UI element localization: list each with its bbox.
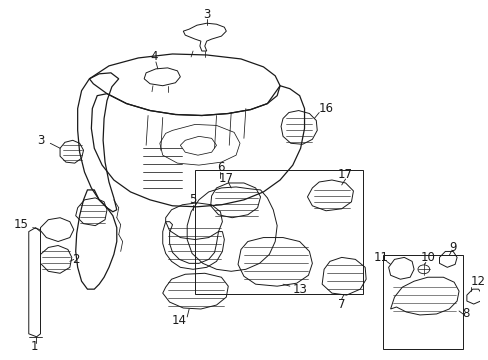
Text: 1: 1 — [31, 340, 39, 353]
Text: 7: 7 — [337, 297, 345, 311]
Bar — [195, 170, 363, 294]
Text: 13: 13 — [292, 283, 306, 296]
Text: 4: 4 — [150, 50, 157, 63]
Text: 2: 2 — [72, 253, 79, 266]
Text: 10: 10 — [420, 251, 434, 264]
Text: 17: 17 — [218, 171, 233, 185]
Text: 6: 6 — [216, 161, 224, 174]
Text: 14: 14 — [171, 314, 186, 327]
Text: 3: 3 — [203, 8, 210, 21]
Text: 5: 5 — [189, 193, 196, 206]
Text: 15: 15 — [14, 218, 28, 231]
Text: 17: 17 — [337, 167, 352, 181]
Text: 8: 8 — [461, 307, 468, 320]
Text: 9: 9 — [448, 241, 456, 254]
Text: 16: 16 — [318, 102, 333, 115]
Bar — [382, 255, 462, 349]
Text: 3: 3 — [37, 134, 44, 147]
Text: 12: 12 — [470, 275, 485, 288]
Text: 11: 11 — [372, 251, 387, 264]
